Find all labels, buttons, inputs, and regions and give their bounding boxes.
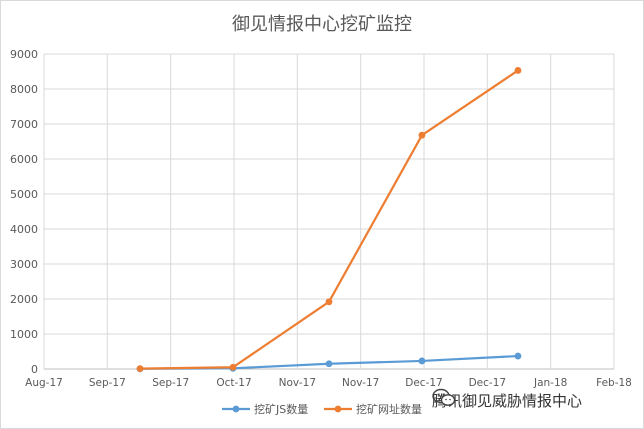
y-tick-label: 7000 (10, 118, 38, 131)
chart-title: 御见情报中心挖矿监控 (232, 14, 412, 35)
x-tick-label: Oct-17 (216, 377, 251, 389)
watermark: 腾讯御见威胁情报中心 (432, 388, 582, 412)
y-tick-label: 4000 (10, 223, 38, 236)
data-point-0 (418, 357, 426, 365)
y-tick-label: 2000 (10, 293, 38, 306)
data-point-1 (325, 298, 333, 306)
x-tick-label: Dec-17 (405, 377, 442, 389)
y-tick-label: 0 (31, 363, 38, 376)
y-tick-label: 1000 (10, 328, 38, 341)
data-point-0 (514, 352, 522, 360)
data-point-1 (136, 365, 144, 373)
watermark-text: 腾讯御见威胁情报中心 (432, 391, 583, 410)
y-tick-label: 6000 (10, 153, 38, 166)
x-tick-label: Feb-18 (596, 377, 632, 389)
legend-label-0: 挖矿JS数量 (254, 402, 308, 416)
data-point-1 (418, 131, 426, 139)
data-point-1 (514, 67, 522, 74)
y-tick-label: 5000 (10, 188, 38, 201)
y-tick-label: 9000 (10, 48, 38, 61)
legend-label-1: 挖矿网址数量 (356, 402, 422, 416)
y-tick-label: 3000 (10, 258, 38, 271)
x-tick-label: Nov-17 (279, 377, 316, 389)
y-tick-label: 8000 (10, 83, 38, 96)
x-tick-label: Jan-18 (533, 377, 567, 389)
x-tick-label: Dec-17 (469, 377, 506, 389)
series-line-1 (140, 69, 519, 370)
data-point-0 (325, 360, 333, 368)
x-tick-label: Sep-17 (152, 377, 189, 389)
legend-marker-0 (232, 405, 240, 413)
x-tick-label: Sep-17 (89, 377, 126, 389)
x-tick-label: Aug-17 (25, 377, 63, 389)
data-point-1 (229, 363, 237, 371)
x-tick-label: Nov-17 (342, 377, 379, 389)
legend-marker-1 (334, 405, 342, 413)
wechat-icon (432, 388, 456, 406)
